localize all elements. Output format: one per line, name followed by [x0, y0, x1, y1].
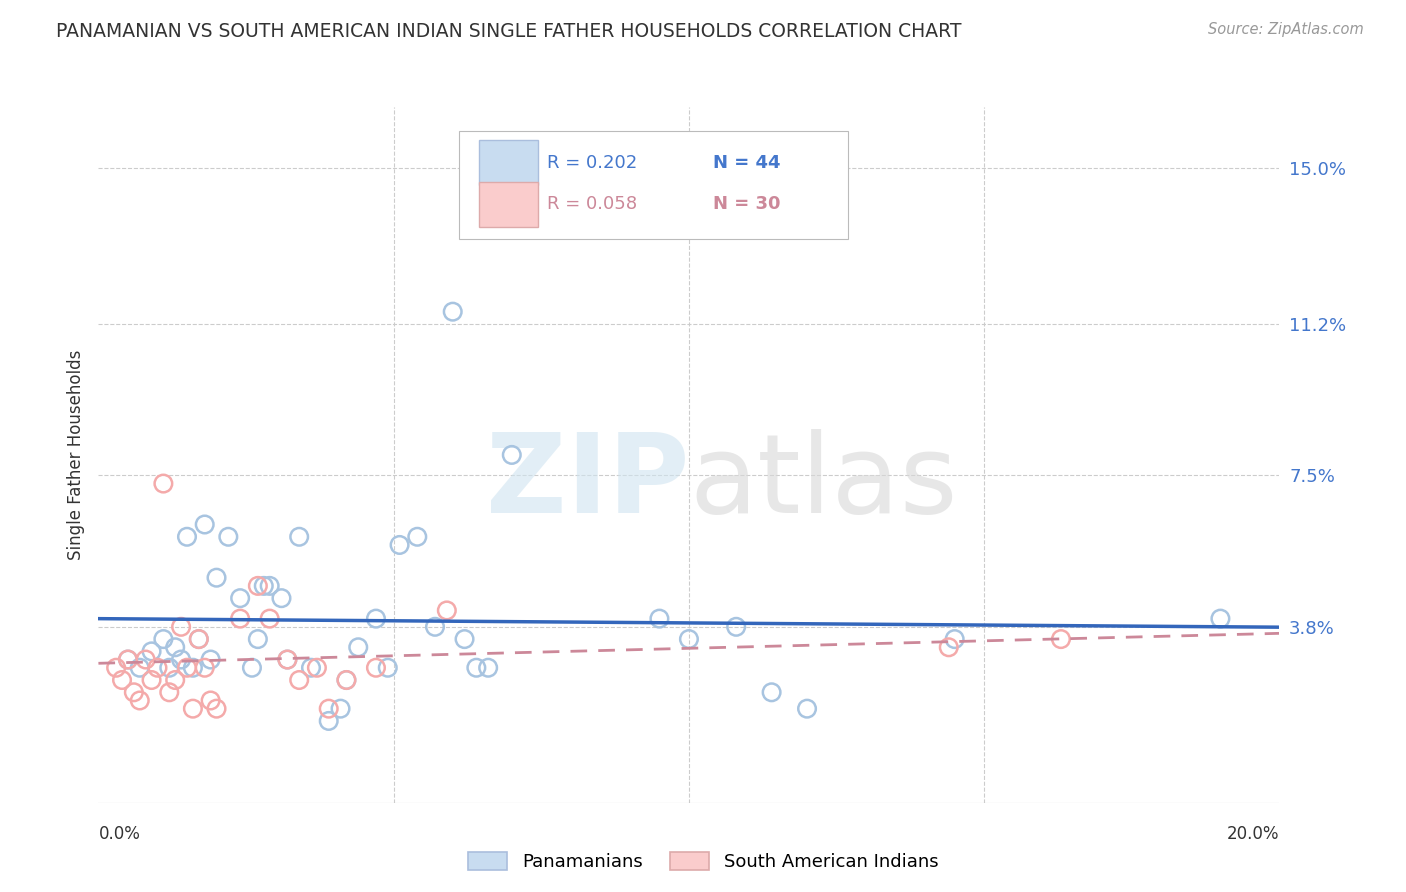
Point: [276, 652, 298, 666]
Point: [335, 673, 357, 687]
Point: [181, 701, 204, 715]
Point: [276, 652, 298, 666]
Point: [135, 652, 157, 666]
Point: [229, 612, 252, 626]
Point: [377, 661, 399, 675]
Point: [157, 685, 180, 699]
Point: [141, 673, 163, 687]
Point: [501, 448, 523, 462]
Point: [318, 714, 340, 728]
Point: [141, 644, 163, 658]
Legend: Panamanians, South American Indians: Panamanians, South American Indians: [460, 845, 946, 879]
Point: [170, 652, 193, 666]
Point: [453, 632, 475, 646]
Point: [205, 701, 228, 715]
Point: [299, 661, 322, 675]
Point: [938, 640, 960, 655]
Point: [205, 571, 228, 585]
Text: PANAMANIAN VS SOUTH AMERICAN INDIAN SINGLE FATHER HOUSEHOLDS CORRELATION CHART: PANAMANIAN VS SOUTH AMERICAN INDIAN SING…: [56, 22, 962, 41]
Point: [157, 661, 180, 675]
Point: [122, 685, 145, 699]
Text: R = 0.058: R = 0.058: [547, 195, 637, 213]
Point: [152, 476, 174, 491]
Point: [288, 530, 311, 544]
Point: [187, 632, 209, 646]
Point: [240, 661, 263, 675]
Point: [176, 530, 198, 544]
Point: [229, 591, 252, 606]
Point: [347, 640, 370, 655]
Point: [1209, 612, 1232, 626]
FancyBboxPatch shape: [478, 140, 537, 186]
Point: [388, 538, 411, 552]
Point: [406, 530, 429, 544]
Point: [181, 661, 204, 675]
Text: N = 30: N = 30: [713, 195, 780, 213]
Point: [111, 673, 134, 687]
Point: [364, 661, 387, 675]
Point: [477, 661, 499, 675]
Point: [117, 652, 139, 666]
Point: [288, 673, 311, 687]
Text: R = 0.202: R = 0.202: [547, 153, 637, 171]
Point: [270, 591, 292, 606]
Point: [117, 652, 139, 666]
Point: [194, 661, 217, 675]
Point: [165, 673, 187, 687]
Text: atlas: atlas: [689, 429, 957, 536]
Point: [259, 579, 281, 593]
FancyBboxPatch shape: [478, 182, 537, 227]
Point: [200, 693, 222, 707]
Point: [1050, 632, 1073, 646]
Point: [146, 661, 169, 675]
Text: Source: ZipAtlas.com: Source: ZipAtlas.com: [1208, 22, 1364, 37]
Point: [423, 620, 446, 634]
Point: [194, 517, 217, 532]
Point: [305, 661, 328, 675]
Point: [725, 620, 748, 634]
Point: [187, 632, 209, 646]
Point: [678, 632, 700, 646]
Point: [335, 673, 357, 687]
Point: [246, 579, 269, 593]
Point: [165, 640, 187, 655]
Point: [128, 661, 150, 675]
Point: [128, 693, 150, 707]
FancyBboxPatch shape: [458, 131, 848, 239]
Point: [436, 603, 458, 617]
Point: [253, 579, 276, 593]
Point: [246, 632, 269, 646]
Point: [318, 701, 340, 715]
Point: [176, 661, 198, 675]
Text: N = 44: N = 44: [713, 153, 780, 171]
Point: [761, 685, 783, 699]
Point: [441, 304, 464, 318]
Text: 0.0%: 0.0%: [98, 825, 141, 843]
Y-axis label: Single Father Households: Single Father Households: [66, 350, 84, 560]
Text: 20.0%: 20.0%: [1227, 825, 1279, 843]
Point: [648, 612, 671, 626]
Point: [364, 612, 387, 626]
Text: ZIP: ZIP: [485, 429, 689, 536]
Point: [329, 701, 352, 715]
Point: [465, 661, 488, 675]
Point: [796, 701, 818, 715]
Point: [217, 530, 239, 544]
Point: [200, 652, 222, 666]
Point: [152, 632, 174, 646]
Point: [943, 632, 966, 646]
Point: [170, 620, 193, 634]
Point: [105, 661, 128, 675]
Point: [259, 612, 281, 626]
